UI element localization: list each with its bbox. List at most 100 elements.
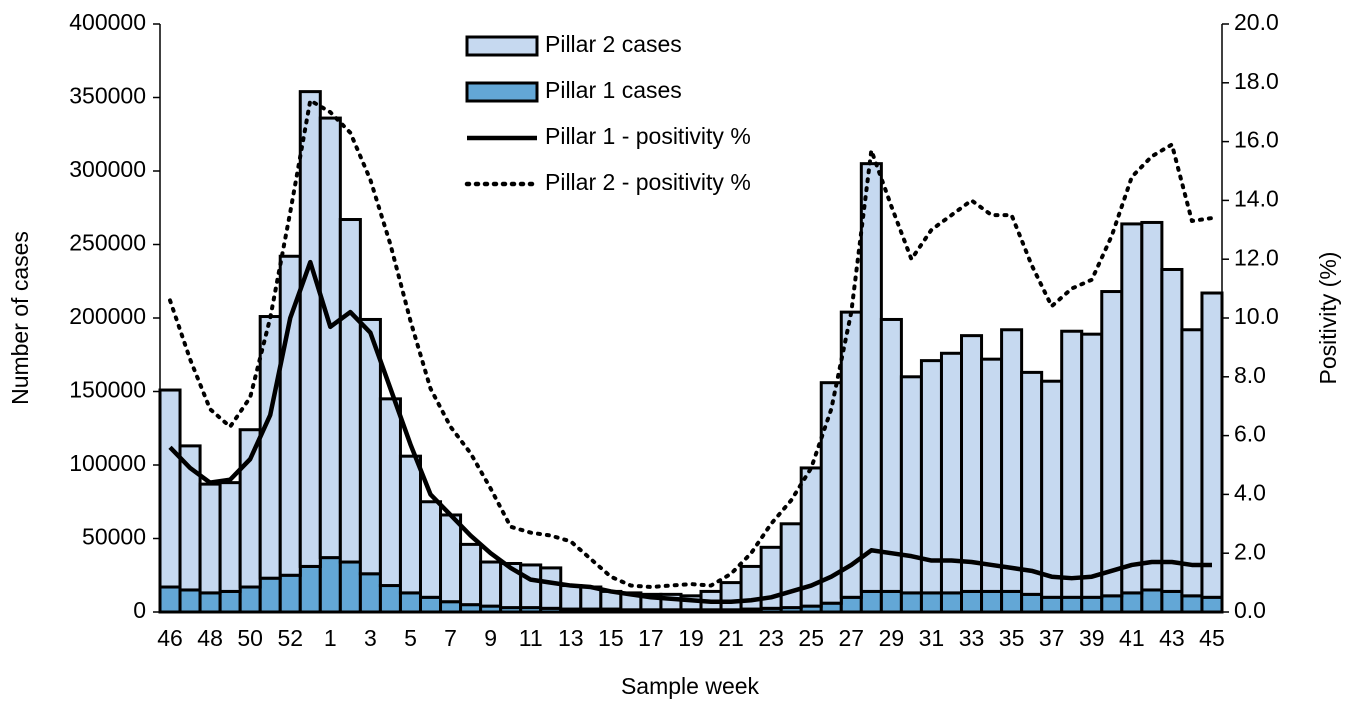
- x-tick-label: 17: [638, 625, 664, 651]
- bar-segment: [1060, 595, 1084, 614]
- y2-tick-label: 8.0: [1234, 362, 1266, 388]
- y2-tick-label: 16.0: [1234, 127, 1279, 153]
- legend-label: Pillar 1 cases: [545, 77, 682, 103]
- x-tick-label: 45: [1199, 625, 1225, 651]
- bar-segment: [859, 162, 883, 593]
- x-tick-label: 1: [324, 625, 337, 651]
- bar-segment: [1120, 222, 1144, 595]
- bar-segment: [338, 560, 362, 614]
- bar-segment: [439, 600, 463, 614]
- bar-segment: [559, 584, 583, 611]
- bar-segment: [459, 542, 483, 607]
- bar-segment: [258, 576, 282, 614]
- bar-segment: [1160, 267, 1184, 593]
- bar-segment: [378, 397, 402, 588]
- bar-segment: [238, 585, 262, 614]
- y-tick-label: 300000: [69, 156, 146, 182]
- bar-segment: [358, 572, 382, 614]
- bar-segment: [398, 591, 422, 614]
- bar-segment: [839, 310, 863, 599]
- x-tick-label: 27: [839, 625, 865, 651]
- bar-segment: [919, 591, 943, 614]
- bar-segment: [1120, 591, 1144, 614]
- bar-segment: [1200, 291, 1224, 599]
- bar-segment: [899, 591, 923, 614]
- bar-segment: [158, 585, 182, 614]
- y-tick-label: 250000: [69, 230, 146, 256]
- x-tick-label: 43: [1159, 625, 1185, 651]
- y-tick-label: 50000: [82, 524, 146, 550]
- y2-tick-label: 4.0: [1234, 479, 1266, 505]
- x-tick-label: 5: [404, 625, 417, 651]
- x-tick-label: 9: [484, 625, 497, 651]
- y-tick-label: 400000: [69, 9, 146, 35]
- x-tick-label: 33: [959, 625, 985, 651]
- bar-segment: [839, 595, 863, 614]
- x-tick-label: 21: [718, 625, 744, 651]
- y2-tick-label: 18.0: [1234, 68, 1279, 94]
- bar-segment: [1040, 595, 1064, 614]
- bar-segment: [1140, 588, 1164, 614]
- bar-segment: [338, 218, 362, 564]
- y-tick-label: 350000: [69, 83, 146, 109]
- y2-tick-label: 6.0: [1234, 421, 1266, 447]
- bar-segment: [298, 564, 322, 614]
- x-tick-label: 52: [277, 625, 303, 651]
- line-series: [168, 259, 1212, 604]
- y2-tick-label: 0.0: [1234, 597, 1266, 623]
- line-series: [168, 98, 1214, 590]
- bar-segment: [418, 500, 443, 599]
- bar-segment: [1020, 592, 1044, 614]
- x-tick-label: 3: [364, 625, 377, 651]
- bar-segment: [278, 573, 302, 614]
- bar-segment: [1140, 220, 1164, 592]
- y-tick-label: 0: [133, 597, 146, 623]
- bar-segment: [980, 357, 1004, 593]
- bar-segment: [1000, 328, 1024, 593]
- legend-swatch: [465, 35, 539, 57]
- bar-segment: [439, 513, 463, 604]
- legend-label: Pillar 1 - positivity %: [545, 123, 751, 149]
- bar-segment: [519, 563, 543, 610]
- bar-segment: [1160, 589, 1184, 614]
- bar-segment: [1000, 589, 1024, 614]
- y2-axis-label: Positivity (%): [1315, 252, 1341, 385]
- x-tick-label: 15: [598, 625, 624, 651]
- x-tick-label: 48: [197, 625, 223, 651]
- x-axis-label: Sample week: [621, 673, 760, 699]
- y2-tick-label: 2.0: [1234, 538, 1266, 564]
- bar-segment: [1080, 332, 1104, 599]
- bar-segment: [899, 375, 923, 595]
- bar-segment: [1020, 370, 1044, 596]
- y2-tick-label: 12.0: [1234, 244, 1279, 270]
- bar-segment: [198, 591, 222, 614]
- y2-tick-label: 14.0: [1234, 185, 1279, 211]
- bar-segment: [859, 589, 883, 614]
- bar-segment: [1080, 595, 1104, 614]
- x-tick-label: 11: [519, 625, 543, 651]
- bar-segment: [1200, 595, 1224, 614]
- x-tick-label: 13: [558, 625, 584, 651]
- y-tick-label: 100000: [69, 450, 146, 476]
- x-tick-label: 46: [157, 625, 183, 651]
- y2-tick-label: 10.0: [1234, 303, 1279, 329]
- y-tick-label: 200000: [69, 303, 146, 329]
- bar-segment: [980, 589, 1004, 614]
- bar-segment: [939, 591, 964, 614]
- bar-segment: [218, 481, 242, 593]
- bar-segment: [418, 595, 443, 614]
- bar-segment: [238, 428, 262, 589]
- x-tick-label: 29: [879, 625, 905, 651]
- bar-segment: [198, 482, 222, 595]
- bar-segment: [719, 581, 743, 612]
- bar-segment: [879, 589, 903, 614]
- bar-segment: [539, 566, 563, 610]
- bar-segment: [378, 584, 402, 614]
- bar-segment: [960, 589, 984, 614]
- x-tick-label: 31: [919, 625, 945, 651]
- bar-segment: [1100, 594, 1124, 614]
- x-tick-label: 7: [444, 625, 457, 651]
- x-tick-label: 41: [1119, 625, 1145, 651]
- bar-segment: [178, 588, 202, 614]
